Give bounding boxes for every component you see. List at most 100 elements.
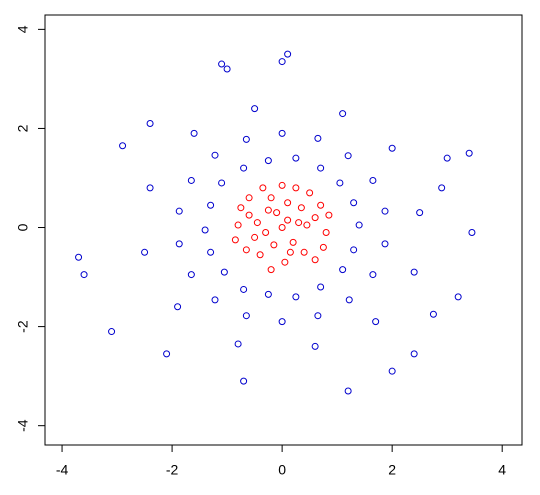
point xyxy=(292,184,300,192)
x-tick-label: 4 xyxy=(498,462,506,478)
point xyxy=(251,105,259,113)
point xyxy=(146,184,154,192)
point xyxy=(240,164,248,172)
point xyxy=(350,199,358,207)
point xyxy=(253,219,261,227)
point xyxy=(75,253,83,261)
point xyxy=(270,241,278,249)
point xyxy=(289,238,297,246)
point xyxy=(410,268,418,276)
point xyxy=(240,285,248,293)
y-tick-label: 4 xyxy=(15,25,31,33)
point xyxy=(190,129,198,137)
y-tick-label: -4 xyxy=(15,419,31,432)
point xyxy=(278,129,286,137)
point xyxy=(369,271,377,279)
point xyxy=(234,221,242,229)
point xyxy=(264,157,272,165)
y-tick-label: 0 xyxy=(15,223,31,231)
point xyxy=(119,142,127,150)
plot-frame xyxy=(44,14,523,446)
point xyxy=(355,221,363,229)
point xyxy=(211,151,219,159)
point xyxy=(438,184,446,192)
y-tick-label: -2 xyxy=(15,320,31,333)
point xyxy=(416,209,424,217)
point xyxy=(281,258,289,266)
point xyxy=(259,184,267,192)
point xyxy=(311,256,319,264)
x-tick-label: -2 xyxy=(166,462,179,478)
point xyxy=(175,207,183,215)
point xyxy=(311,342,319,350)
x-tick-label: 2 xyxy=(388,462,396,478)
point xyxy=(218,60,226,68)
point xyxy=(306,189,314,197)
point xyxy=(267,266,275,274)
point xyxy=(251,233,259,241)
point xyxy=(146,119,154,127)
point xyxy=(80,271,88,279)
point xyxy=(163,350,171,358)
point xyxy=(339,266,347,274)
point xyxy=(218,179,226,187)
point xyxy=(292,293,300,301)
point xyxy=(256,251,264,259)
point xyxy=(339,110,347,118)
point xyxy=(314,134,322,142)
point xyxy=(220,268,228,276)
x-tick-label: -4 xyxy=(56,462,69,478)
point xyxy=(284,199,292,207)
point xyxy=(264,290,272,298)
point xyxy=(278,181,286,189)
point xyxy=(454,293,462,301)
point xyxy=(267,194,275,202)
point xyxy=(319,243,327,251)
point xyxy=(317,164,325,172)
point xyxy=(234,340,242,348)
point xyxy=(262,228,270,236)
point xyxy=(336,179,344,187)
point xyxy=(237,204,245,212)
point xyxy=(369,176,377,184)
point xyxy=(372,318,380,326)
point xyxy=(314,312,322,320)
point xyxy=(187,176,195,184)
point xyxy=(317,201,325,209)
point xyxy=(245,211,253,219)
point xyxy=(273,209,281,217)
point xyxy=(141,248,149,256)
point xyxy=(284,50,292,58)
point xyxy=(223,65,231,73)
point xyxy=(303,221,311,229)
point xyxy=(429,310,437,318)
point xyxy=(284,216,292,224)
point xyxy=(278,58,286,66)
point xyxy=(278,224,286,232)
point xyxy=(297,204,305,212)
point xyxy=(242,246,250,254)
point xyxy=(381,240,389,248)
point xyxy=(175,240,183,248)
point xyxy=(344,387,352,395)
point xyxy=(207,248,215,256)
point xyxy=(381,207,389,215)
point xyxy=(242,135,250,143)
point xyxy=(388,144,396,152)
point xyxy=(231,236,239,244)
point xyxy=(245,194,253,202)
point xyxy=(350,246,358,254)
point xyxy=(311,214,319,222)
y-tick-label: 2 xyxy=(15,124,31,132)
point xyxy=(286,248,294,256)
point xyxy=(207,201,215,209)
point xyxy=(300,248,308,256)
point xyxy=(240,377,248,385)
point xyxy=(108,328,116,336)
point xyxy=(410,350,418,358)
point xyxy=(187,271,195,279)
point xyxy=(264,206,272,214)
point xyxy=(211,296,219,304)
point xyxy=(325,211,333,219)
